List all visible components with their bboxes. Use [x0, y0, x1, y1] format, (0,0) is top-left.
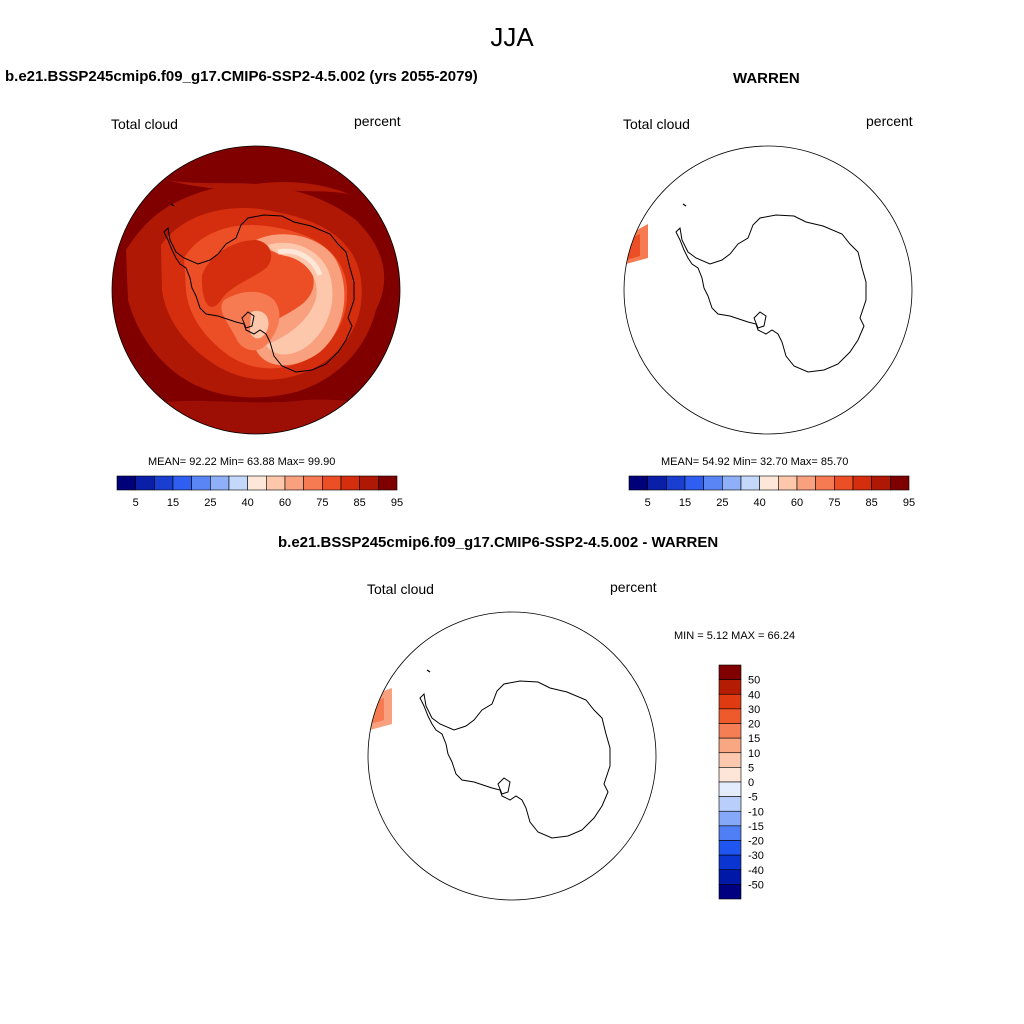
- panel-3-colorbar-swatch: [718, 723, 742, 739]
- panel-2-colorbar-swatch: [815, 475, 835, 491]
- panel-1-colorbar-swatch: [266, 475, 286, 491]
- panel-3-colorbar-swatch: [718, 664, 742, 680]
- panel-3-colorbar-tick-label: -10: [748, 806, 764, 818]
- panel-1-colorbar-swatch: [116, 475, 136, 491]
- panel-3-colorbar-tick-label: -20: [748, 836, 764, 848]
- panel-3-colorbar-tick-label: 40: [748, 689, 760, 701]
- panel-3-title: b.e21.BSSP245cmip6.f09_g17.CMIP6-SSP2-4.…: [278, 534, 719, 551]
- panel-3-colorbar-swatch: [718, 840, 742, 856]
- panel-3-units-label: percent: [610, 579, 657, 595]
- panel-1-colorbar-tick-label: 15: [167, 497, 179, 509]
- panel-3-colorbar-tick-label: 10: [748, 748, 760, 760]
- panel-1-colorbar-swatch: [191, 475, 211, 491]
- panel-2-colorbar: 5 15 25 40 60 75 85 95: [628, 475, 915, 509]
- panel-3-colorbar-tick-label: 20: [748, 719, 760, 731]
- panel-1-title: b.e21.BSSP245cmip6.f09_g17.CMIP6-SSP2-4.…: [5, 68, 478, 85]
- panel-2-colorbar-swatch: [722, 475, 742, 491]
- panel-1-colorbar-tick-label: 95: [391, 497, 403, 509]
- panel-1-colorbar-swatch: [172, 475, 192, 491]
- panel-2-colorbar-swatch: [740, 475, 760, 491]
- panel-2-units-label: percent: [866, 113, 913, 129]
- panel-3-map: [367, 611, 657, 901]
- panel-3-colorbar-swatch: [718, 679, 742, 695]
- panel-3-colorbar-swatch: [718, 752, 742, 768]
- panel-3-colorbar-tick-label: 30: [748, 704, 760, 716]
- panel-1-colorbar-swatch: [247, 475, 267, 491]
- panel-1-colorbar-tick-label: 40: [242, 497, 254, 509]
- panel-1-colorbar-swatch: [378, 475, 398, 491]
- panel-3-variable-label: Total cloud: [367, 581, 434, 597]
- panel-1-colorbar-swatch: [340, 475, 360, 491]
- panel-2-colorbar-swatch: [703, 475, 723, 491]
- panel-2-colorbar-swatch: [796, 475, 816, 491]
- panel-1-variable-label: Total cloud: [111, 116, 178, 132]
- panel-1-colorbar-swatch: [284, 475, 304, 491]
- panel-2-colorbar-swatch: [871, 475, 891, 491]
- panel-3-colorbar-tick-label: 15: [748, 733, 760, 745]
- panel-3-colorbar-tick-label: 50: [748, 675, 760, 687]
- panel-2-colorbar-swatch: [666, 475, 686, 491]
- panel-2-colorbar-swatch: [890, 475, 910, 491]
- panel-1-colorbar-swatch: [210, 475, 230, 491]
- panel-2-colorbar-tick-label: 60: [791, 497, 803, 509]
- panel-1-colorbar-swatch: [322, 475, 342, 491]
- panel-3-colorbar-swatch: [718, 869, 742, 885]
- panel-1-units-label: percent: [354, 113, 401, 129]
- panel-1-colorbar-tick-label: 75: [316, 497, 328, 509]
- panel-3-colorbar-swatch: [718, 854, 742, 871]
- panel-3-colorbar-tick-label: -5: [748, 792, 758, 804]
- panel-1-colorbar-tick-label: 85: [354, 497, 366, 509]
- panel-3-colorbar-tick-label: 5: [748, 762, 754, 774]
- panel-2-colorbar-tick-label: 5: [645, 497, 651, 509]
- panel-3-colorbar-swatch: [718, 810, 742, 827]
- panel-1-colorbar-swatch: [135, 475, 155, 491]
- panel-2-colorbar-swatch: [852, 475, 872, 491]
- panel-2-colorbar-tick-label: 15: [679, 497, 691, 509]
- panel-1-colorbar-swatch: [359, 475, 379, 491]
- panel-3-colorbar-tick-label: -30: [748, 850, 764, 862]
- panel-2-title: WARREN: [733, 70, 800, 87]
- panel-3-stats: MIN = 5.12 MAX = 66.24: [674, 630, 796, 642]
- panel-3-colorbar-swatch: [718, 781, 742, 797]
- panel-2-colorbar-swatch: [759, 475, 779, 491]
- panel-1-colorbar-tick-label: 60: [279, 497, 291, 509]
- panel-1-colorbar-swatch: [303, 475, 323, 491]
- panel-2-stats: MEAN= 54.92 Min= 32.70 Max= 85.70: [661, 456, 849, 468]
- panel-1-colorbar-tick-label: 25: [204, 497, 216, 509]
- panel-2-colorbar-swatch: [778, 475, 798, 491]
- panel-3-colorbar-swatch: [718, 737, 742, 754]
- panel-1-map: [111, 145, 401, 435]
- panel-3-colorbar-tick-label: -50: [748, 879, 764, 891]
- panel-3-colorbar-tick-label: -40: [748, 865, 764, 877]
- panel-2-map: [623, 145, 913, 435]
- panel-2-colorbar-tick-label: 40: [754, 497, 766, 509]
- panel-3-colorbar-swatch: [718, 825, 742, 841]
- panel-2-colorbar-swatch: [628, 475, 648, 491]
- panel-2-colorbar-swatch: [684, 475, 704, 491]
- panel-3-colorbar-swatch: [718, 796, 742, 812]
- panel-3-colorbar-swatch: [718, 708, 742, 724]
- panel-1-colorbar-swatch: [228, 475, 248, 491]
- panel-2-colorbar-swatch: [647, 475, 667, 491]
- panel-2-variable-label: Total cloud: [623, 116, 690, 132]
- panel-1-stats: MEAN= 92.22 Min= 63.88 Max= 99.90: [148, 456, 336, 468]
- panel-2-colorbar-tick-label: 75: [828, 497, 840, 509]
- panel-1-colorbar-tick-label: 5: [133, 497, 139, 509]
- panel-2-colorbar-tick-label: 95: [903, 497, 915, 509]
- panel-3-colorbar-tick-label: -15: [748, 821, 764, 833]
- panel-1-colorbar-swatch: [154, 475, 174, 491]
- panel-2-colorbar-tick-label: 25: [716, 497, 728, 509]
- panel-3-colorbar-swatch: [718, 693, 742, 710]
- page-title: JJA: [490, 22, 534, 52]
- panel-3-colorbar-tick-label: 0: [748, 777, 754, 789]
- panel-2-colorbar-tick-label: 85: [866, 497, 878, 509]
- panel-3-colorbar-swatch: [718, 884, 742, 900]
- panel-3-colorbar-swatch: [718, 767, 742, 783]
- panel-1-colorbar: 5 15 25 40 60 75 85 95: [116, 475, 403, 509]
- panel-2-colorbar-swatch: [834, 475, 854, 491]
